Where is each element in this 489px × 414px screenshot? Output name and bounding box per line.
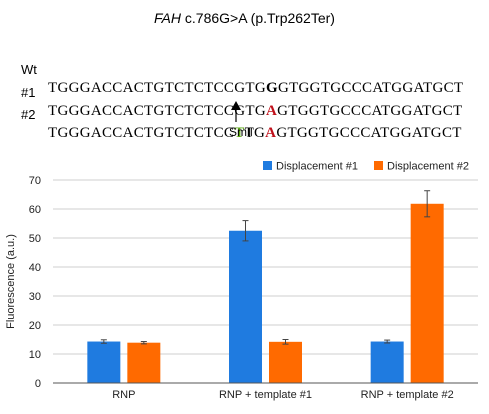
bar [127, 342, 161, 383]
bar [370, 341, 404, 383]
axes: 0 10 20 30 40 50 60 70 Fluorescence (a.u.) RNP RNP… [5, 175, 478, 401]
y-tick-label: 20 [29, 320, 41, 332]
sequence-text: TGGGACCACTGTCTCTCCGTGGGTGGTGCCCATGGATGCT [48, 79, 463, 97]
sequence-row-1: #1 TGGGACCACTGTCTCTCCGTGAGTGGTGCCCATGGAT… [21, 66, 462, 119]
mutation-base: A [265, 125, 277, 141]
legend: Displacement #1 Displacement #2 [263, 161, 469, 173]
sequence-prefix: TGGGACCACTGTCTCTCCGTG [48, 80, 266, 96]
y-tick-label: 50 [29, 233, 41, 245]
figure-title: FAH c.786G>A (p.Trp262Ter) [0, 10, 489, 26]
sequence-mid: TG [244, 125, 266, 141]
sequence-text: TGGGACCACTGTCTCTCCGTGAGTGGTGCCCATGGATGCT [48, 102, 463, 120]
y-tick-label: 60 [29, 204, 41, 216]
gene-name: FAH [154, 10, 181, 26]
y-tick-label: 0 [35, 378, 41, 390]
legend-label: Displacement #2 [387, 161, 469, 173]
sequence-text: TGGGACCACTGTCTCTCCTTGAGTGGTGCCCATGGATGCT [48, 124, 462, 142]
legend-label: Displacement #1 [276, 161, 358, 173]
mutation-base: G [265, 80, 278, 96]
sequence-label: Wt [21, 62, 37, 77]
y-tick-label: 30 [29, 291, 41, 303]
bar [410, 203, 444, 383]
sequence-row-2: #2 TGGGACCACTGTCTCTCCTTGAGTGGTGCCCATGGAT… [21, 88, 461, 141]
y-tick-label: 70 [29, 175, 41, 187]
sequence-suffix: GTGGTGCCCATGGATGCT [277, 80, 464, 96]
legend-swatch [374, 161, 383, 170]
x-tick-label: RNP + template #1 [219, 389, 312, 401]
variant-name: c.786G>A (p.Trp262Ter) [181, 10, 335, 26]
x-tick-label: RNP [112, 389, 135, 401]
sequence-suffix: GTGGTGCCCATGGATGCT [277, 103, 463, 119]
sequence-prefix: TGGGACCACTGTCTCTCCGTG [48, 103, 266, 119]
x-tick-label: RNP + template #2 [361, 389, 454, 401]
sequence-label: #1 [21, 85, 36, 100]
y-tick-label: 40 [29, 262, 41, 274]
y-tick-label: 10 [29, 349, 41, 361]
silent-mutation-base: T [234, 125, 245, 141]
sequence-suffix: GTGGTGCCCATGGATGCT [276, 125, 462, 141]
legend-swatch [263, 161, 272, 170]
sequence-label: #2 [21, 107, 36, 122]
bar [87, 341, 121, 383]
sequence-row-wt: Wt TGGGACCACTGTCTCTCCGTGGGTGGTGCCCATGGAT… [21, 43, 463, 96]
restriction-site-label: SmlI [229, 125, 253, 139]
bars [87, 190, 444, 383]
mutation-base: A [265, 103, 278, 119]
bar [269, 341, 302, 383]
y-axis-label: Fluorescence (a.u.) [5, 234, 17, 329]
sequence-prefix: TGGGACCACTGTCTCTCC [48, 125, 235, 141]
bar [229, 230, 262, 383]
gridlines [53, 179, 478, 355]
